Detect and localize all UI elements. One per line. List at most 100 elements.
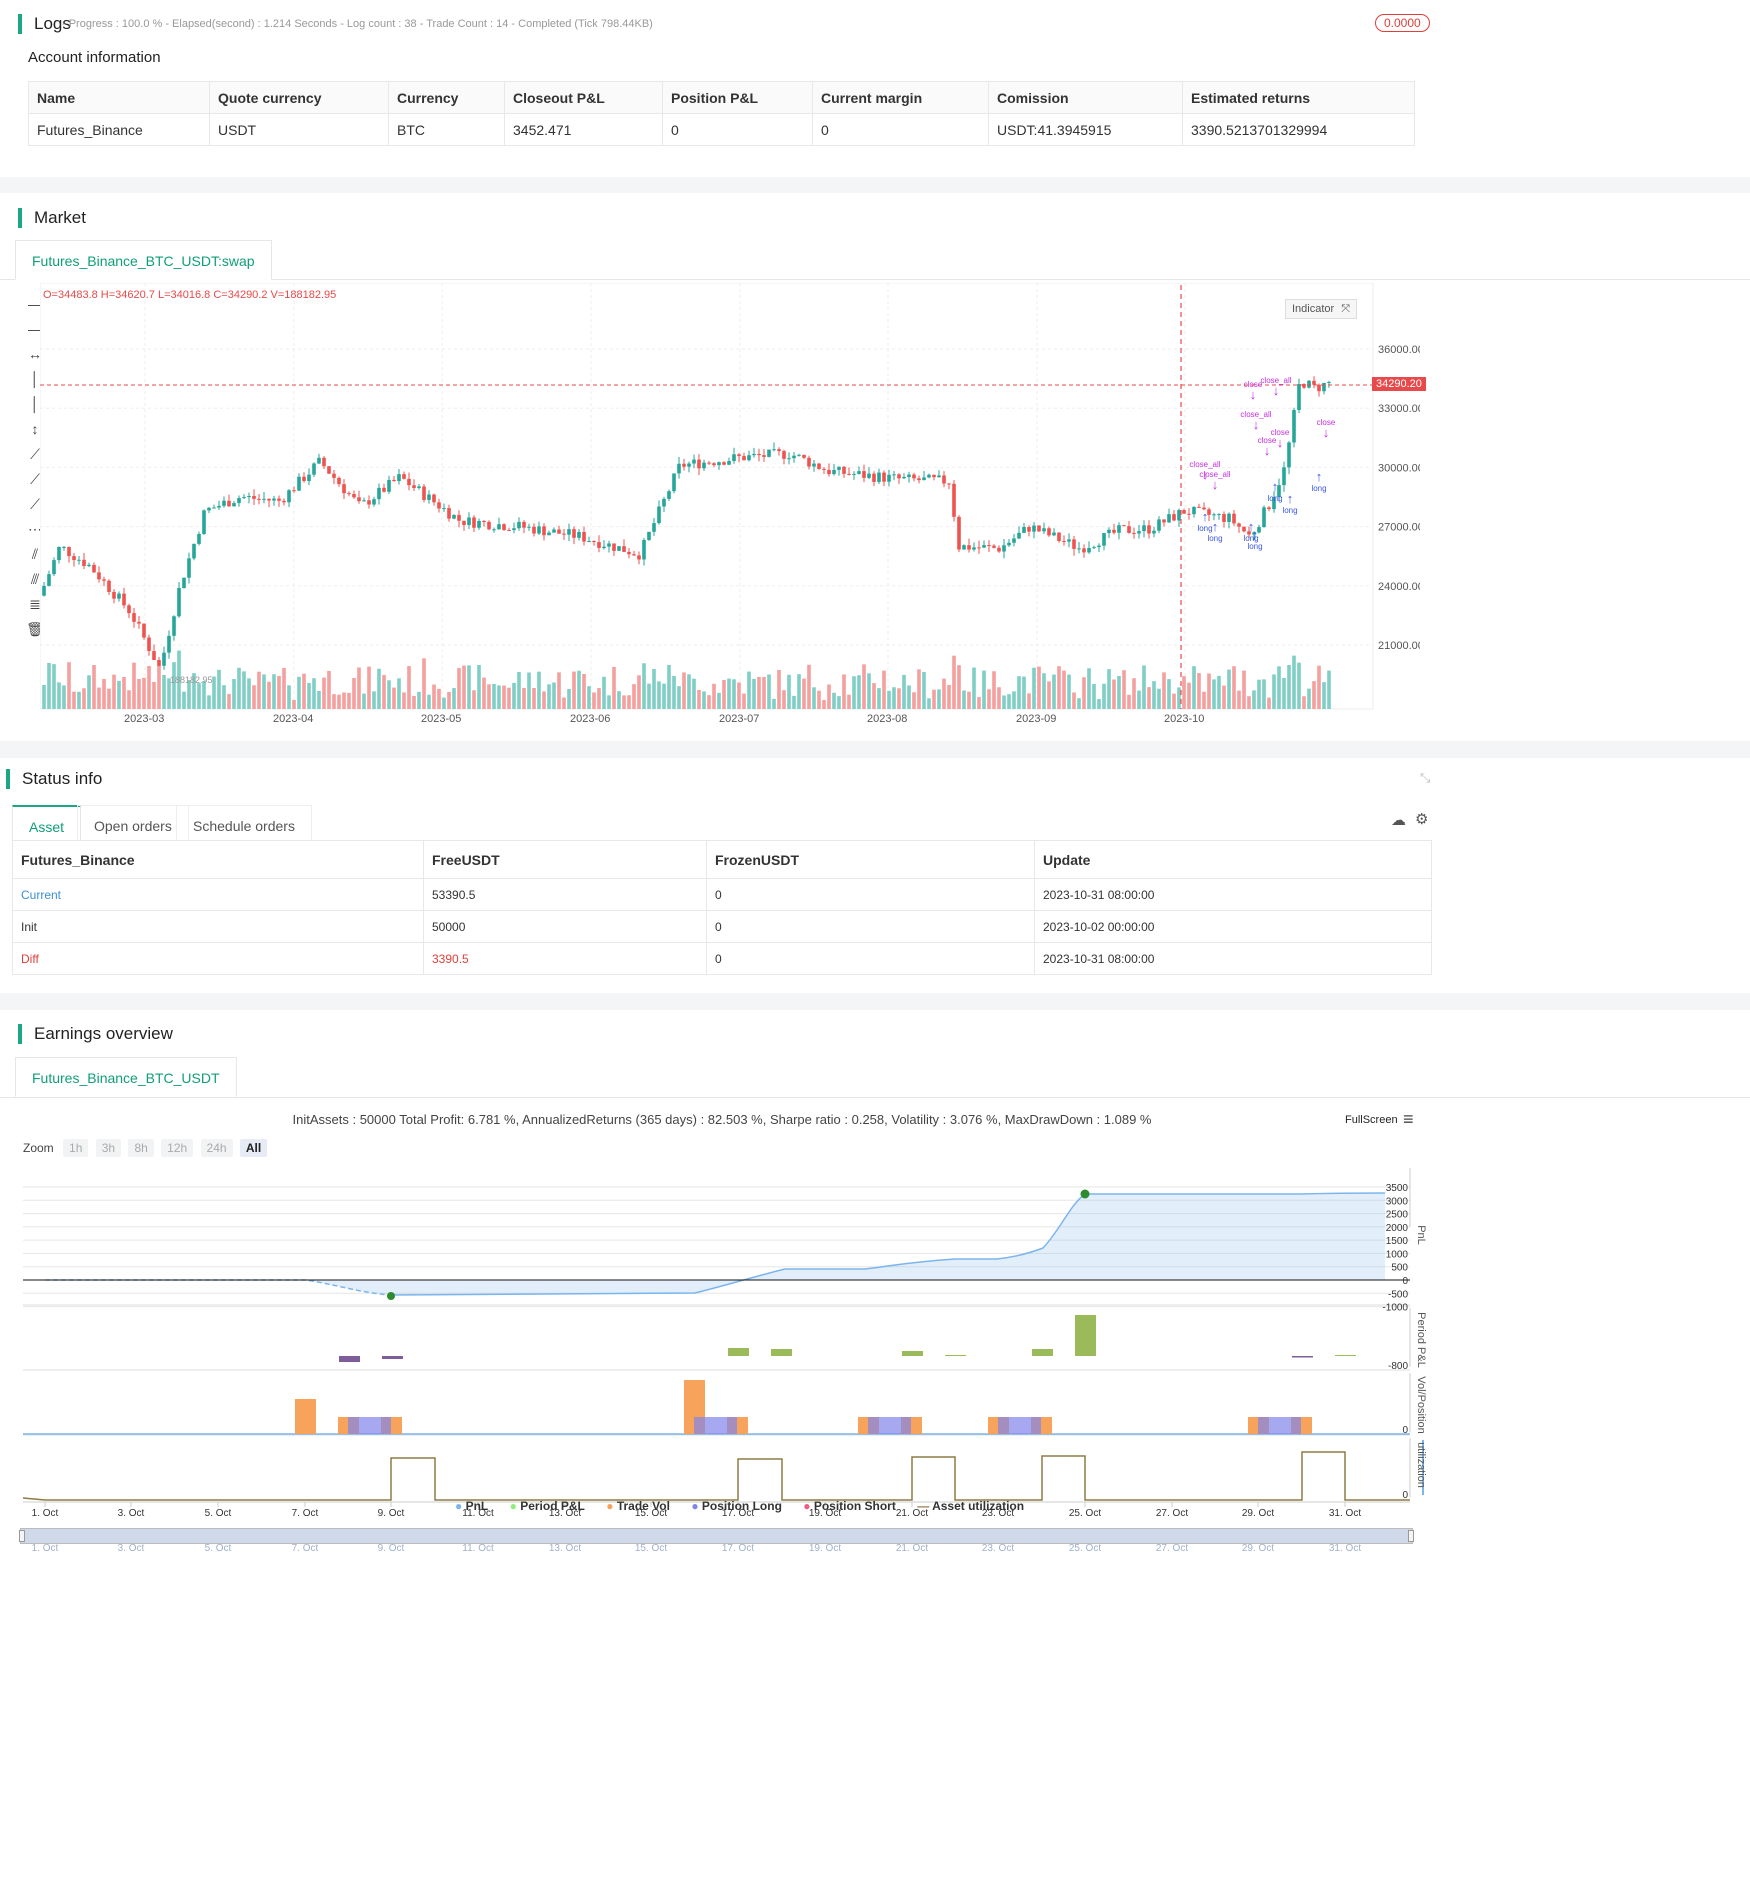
- zoom-24h[interactable]: 24h: [200, 1139, 233, 1157]
- candle-body: [637, 555, 641, 560]
- price-line-icon[interactable]: ⋯: [28, 521, 42, 537]
- parallel-channel-icon[interactable]: ⫽: [31, 546, 39, 562]
- volume-bar: [207, 695, 211, 709]
- candle-body: [252, 495, 256, 499]
- menu-icon[interactable]: ≡: [1403, 1109, 1414, 1129]
- candle-body: [987, 545, 991, 547]
- scrollbar-handle-right[interactable]: [1408, 1530, 1414, 1542]
- tab-market-symbol[interactable]: Futures_Binance_BTC_USDT:swap: [15, 240, 272, 280]
- candle-body: [402, 474, 406, 479]
- candle-body: [652, 523, 656, 532]
- legend-asset-utilization[interactable]: — Asset utilization: [917, 1499, 1025, 1513]
- legend-trade-vol[interactable]: ● Trade Vol: [606, 1499, 670, 1513]
- trend-ray-icon[interactable]: ⟋: [30, 446, 40, 462]
- candle-body: [507, 529, 511, 531]
- horizontal-segment-icon[interactable]: ↔: [28, 346, 42, 362]
- navigator-scrollbar[interactable]: [19, 1528, 1414, 1544]
- candle-body: [122, 593, 126, 606]
- volume-bar: [422, 658, 426, 709]
- volume-bar: [572, 671, 576, 709]
- trash-icon[interactable]: 🗑: [26, 621, 44, 637]
- volume-bar: [527, 672, 531, 709]
- volume-bar: [387, 680, 391, 709]
- earnings-panel: Earnings overview Futures_Binance_BTC_US…: [0, 1010, 1750, 1899]
- zoom-all[interactable]: All: [239, 1139, 268, 1157]
- fib-channel-icon[interactable]: ⫻: [30, 571, 40, 587]
- logs-badge[interactable]: 0.0000: [1375, 14, 1430, 32]
- period-pnl-bar: [1075, 1315, 1096, 1356]
- candle-body: [717, 462, 721, 466]
- date-tick: 27. Oct: [1156, 1508, 1188, 1519]
- cell: 0: [812, 113, 989, 146]
- volume-bar: [1047, 681, 1051, 709]
- cell: 3390.5213701329994: [1182, 113, 1415, 146]
- scrollbar-handle-left[interactable]: [19, 1530, 25, 1542]
- col-name: Name: [28, 81, 210, 114]
- vertical-segment-icon[interactable]: ↕: [31, 421, 39, 437]
- tab-earnings-symbol[interactable]: Futures_Binance_BTC_USDT: [15, 1057, 237, 1097]
- zoom-12h[interactable]: 12h: [161, 1139, 194, 1157]
- horizontal-ray-icon[interactable]: —: [28, 296, 42, 312]
- volume-bar: [1237, 690, 1241, 709]
- candle-body: [342, 484, 346, 494]
- candle-body: [752, 453, 756, 456]
- candle-body: [1142, 525, 1146, 532]
- volume-bar: [62, 685, 66, 709]
- fib-retracement-icon[interactable]: ≣: [29, 596, 41, 612]
- trend-line-icon[interactable]: ⟋: [30, 471, 40, 487]
- candle-body: [957, 516, 961, 550]
- volume-bar: [1202, 691, 1206, 709]
- signal-label: long: [1243, 534, 1258, 543]
- navigator-date-tick: 7. Oct: [292, 1543, 319, 1554]
- volume-bar: [57, 682, 61, 709]
- volume-bar: [477, 664, 481, 709]
- candle-body: [552, 529, 556, 533]
- trend-segment-icon[interactable]: ⟋: [30, 496, 40, 512]
- tab-open-orders[interactable]: Open orders: [77, 805, 189, 845]
- volume-bar: [372, 691, 376, 709]
- zoom-3h[interactable]: 3h: [95, 1139, 122, 1157]
- horizontal-line-icon[interactable]: —: [28, 321, 42, 337]
- period-pnl-bar: [339, 1356, 360, 1362]
- legend-period-pnl[interactable]: ● Period P&L: [509, 1499, 585, 1513]
- earnings-chart[interactable]: 3500 3000 2500 2000 1500 1000 500 0 -500 -1000 -80…: [0, 1165, 1440, 1555]
- legend-position-short[interactable]: ● Position Short: [803, 1499, 896, 1513]
- volume-bar: [152, 681, 156, 709]
- vertical-line-icon[interactable]: │: [30, 396, 40, 412]
- volume-bar: [662, 683, 666, 709]
- candle-body: [312, 463, 316, 475]
- expand-icon[interactable]: ⤧: [1341, 303, 1350, 315]
- collapse-icon[interactable]: ⤡: [1420, 770, 1431, 785]
- candle-body: [1007, 542, 1011, 546]
- volume-bar: [1072, 692, 1076, 709]
- volume-bar: [607, 695, 611, 709]
- close-arrow-icon: ↓: [1250, 387, 1257, 402]
- candle-body: [97, 572, 101, 580]
- earnings-legend: ● PnL ● Period P&L ● Trade Vol ● Positio…: [455, 1499, 1024, 1513]
- vertical-ray-icon[interactable]: │: [30, 371, 40, 387]
- candle-body: [797, 454, 801, 456]
- volume-bar: [1142, 665, 1146, 709]
- candle-body: [397, 474, 401, 482]
- candle-body: [1047, 528, 1051, 536]
- candle-body: [617, 546, 621, 551]
- tab-schedule-orders[interactable]: Schedule orders: [176, 805, 312, 845]
- volume-bar: [1227, 669, 1231, 709]
- candlestick-chart[interactable]: ↑long ↑long↑long↑long↑long ↑long↑longclose…: [40, 283, 1420, 731]
- zoom-1h[interactable]: 1h: [63, 1139, 89, 1157]
- tab-asset[interactable]: Asset: [12, 805, 82, 845]
- period-pnl-bar: [902, 1351, 923, 1356]
- legend-pnl[interactable]: ● PnL: [455, 1499, 489, 1513]
- indicator-button[interactable]: Indicator ⤧: [1285, 299, 1357, 319]
- candle-body: [527, 526, 531, 528]
- cloud-upload-icon[interactable]: ☁: [1391, 812, 1406, 829]
- fullscreen-button[interactable]: FullScreen: [1345, 1114, 1398, 1126]
- gear-icon[interactable]: ⚙: [1415, 811, 1429, 828]
- candle-body: [832, 469, 836, 475]
- volume-bar: [1112, 679, 1116, 709]
- candle-body: [1172, 514, 1176, 521]
- volume-bar: [547, 684, 551, 709]
- volume-bar: [1182, 676, 1186, 709]
- zoom-8h[interactable]: 8h: [128, 1139, 154, 1157]
- legend-position-long[interactable]: ● Position Long: [691, 1499, 782, 1513]
